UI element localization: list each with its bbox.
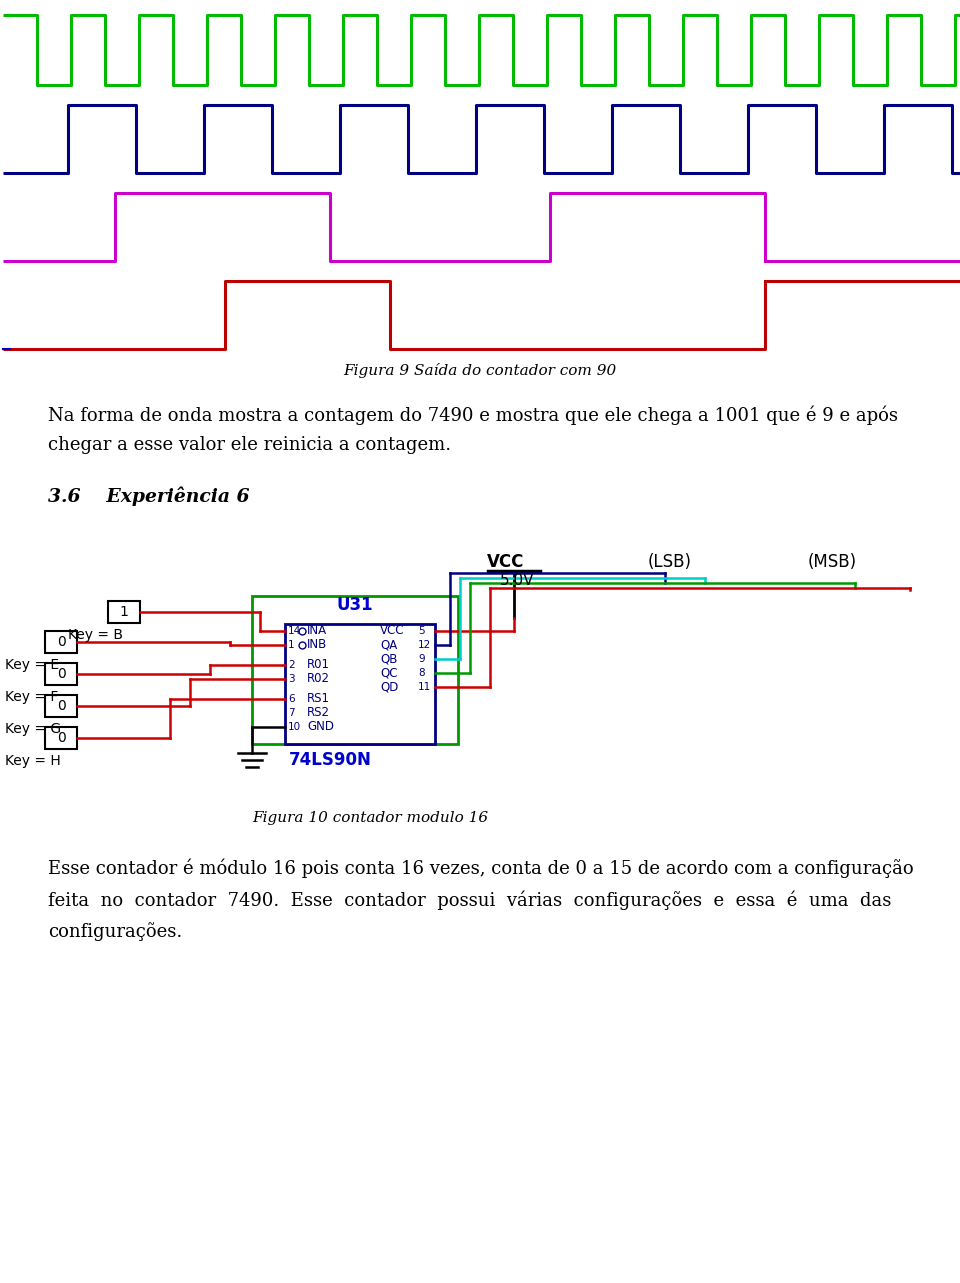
Text: Key = E: Key = E (5, 658, 60, 672)
Text: 11: 11 (418, 683, 431, 692)
Text: 1: 1 (288, 640, 295, 650)
Text: Key = G: Key = G (5, 722, 61, 736)
Text: feita  no  contador  7490.  Esse  contador  possui  várias  configurações  e  es: feita no contador 7490. Esse contador po… (48, 890, 892, 910)
Text: 2: 2 (288, 659, 295, 670)
Text: RS1: RS1 (307, 693, 330, 706)
Bar (45, 695, 77, 717)
Text: 0: 0 (57, 699, 65, 713)
Text: INB: INB (307, 639, 327, 652)
Text: QC: QC (380, 666, 397, 680)
Text: 14: 14 (288, 626, 301, 636)
Text: QB: QB (380, 653, 397, 666)
Bar (285, 624, 435, 744)
Bar (108, 600, 140, 624)
Text: RS2: RS2 (307, 707, 330, 720)
Text: 10: 10 (288, 722, 301, 733)
Text: Figura 9 Saída do contador com 90: Figura 9 Saída do contador com 90 (344, 363, 616, 378)
Text: 5: 5 (418, 626, 424, 636)
Text: Figura 10 contador modulo 16: Figura 10 contador modulo 16 (252, 811, 488, 825)
Text: 0: 0 (57, 635, 65, 649)
Bar (45, 727, 77, 749)
Text: R01: R01 (307, 658, 330, 671)
Text: 8: 8 (418, 668, 424, 677)
Text: Key = F: Key = F (5, 690, 59, 704)
Text: 0: 0 (57, 731, 65, 745)
Bar (252, 597, 458, 744)
Text: U31: U31 (337, 597, 373, 615)
Text: QD: QD (380, 680, 398, 694)
Text: 3: 3 (288, 674, 295, 684)
Text: R02: R02 (307, 672, 330, 685)
Text: GND: GND (307, 721, 334, 734)
Text: 7: 7 (288, 708, 295, 718)
Bar (45, 631, 77, 653)
Text: QA: QA (380, 639, 397, 652)
Text: (LSB): (LSB) (648, 553, 692, 571)
Text: Esse contador é módulo 16 pois conta 16 vezes, conta de 0 a 15 de acordo com a c: Esse contador é módulo 16 pois conta 16 … (48, 858, 914, 878)
Text: (MSB): (MSB) (808, 553, 857, 571)
Text: 74LS90N: 74LS90N (289, 751, 372, 769)
Text: Na forma de onda mostra a contagem do 7490 e mostra que ele chega a 1001 que é 9: Na forma de onda mostra a contagem do 74… (48, 405, 898, 425)
Text: 9: 9 (418, 654, 424, 665)
Text: chegar a esse valor ele reinicia a contagem.: chegar a esse valor ele reinicia a conta… (48, 436, 451, 454)
Text: Key = B: Key = B (68, 627, 123, 642)
Text: 5.0V: 5.0V (500, 574, 535, 588)
Text: configurações.: configurações. (48, 922, 182, 942)
Text: 3.6    Experiência 6: 3.6 Experiência 6 (48, 486, 250, 506)
Text: 6: 6 (288, 694, 295, 704)
Text: 1: 1 (120, 606, 129, 618)
Text: VCC: VCC (487, 553, 524, 571)
Text: 0: 0 (57, 667, 65, 681)
Text: Key = H: Key = H (5, 754, 60, 769)
Text: INA: INA (307, 625, 327, 638)
Text: 12: 12 (418, 640, 431, 650)
Bar (45, 663, 77, 685)
Text: VCC: VCC (380, 625, 404, 638)
